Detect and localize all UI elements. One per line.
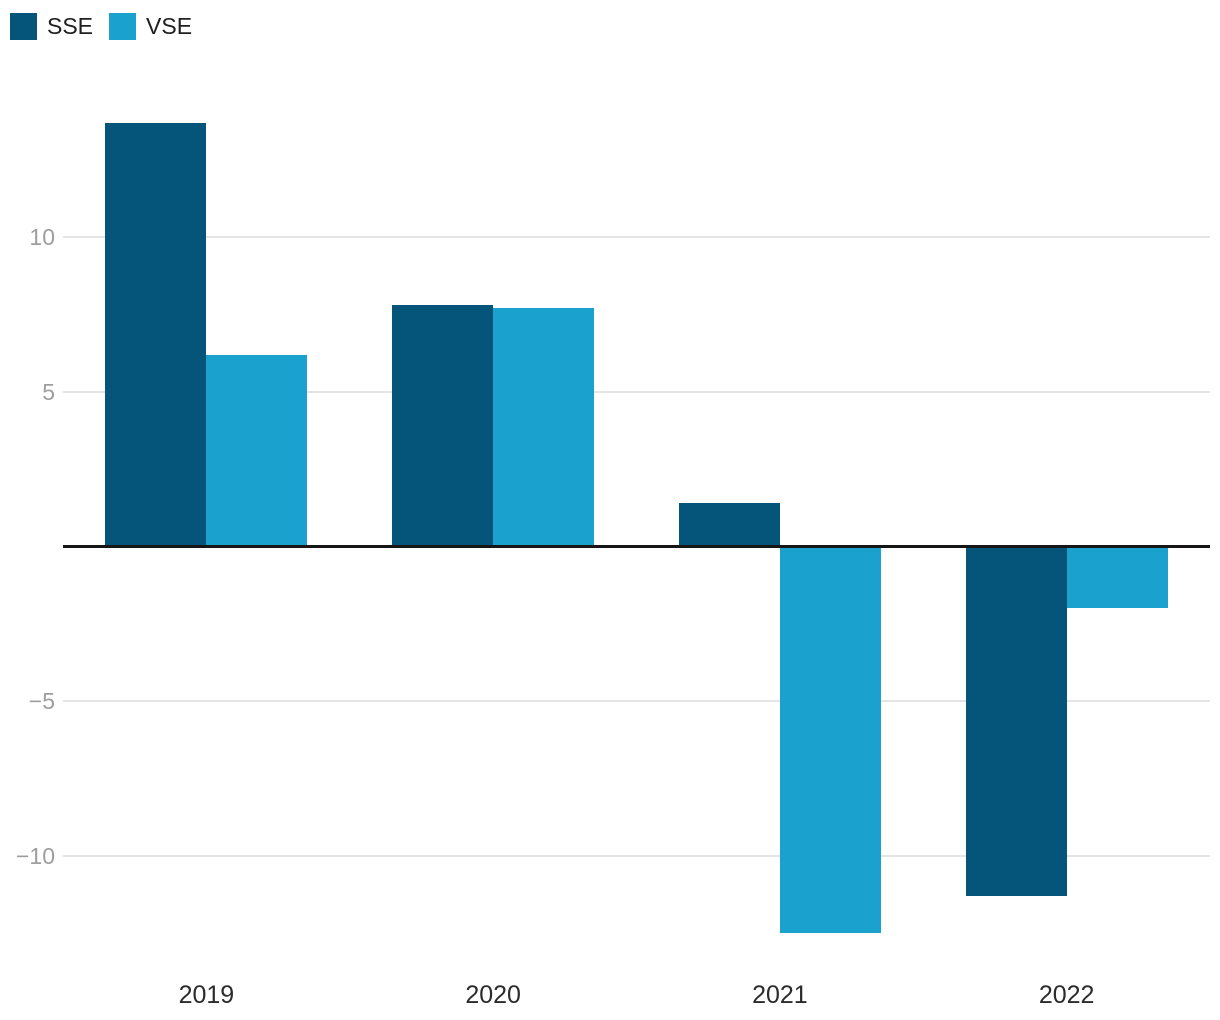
y-tick-label: 5 (42, 378, 55, 405)
gridline-10 (63, 236, 1210, 239)
bar-vse-2022 (1066, 546, 1168, 609)
y-tick-label: −5 (28, 688, 55, 715)
x-category-label: 2019 (178, 981, 235, 1009)
gridline-−5 (63, 700, 1210, 703)
gridline-−10 (63, 854, 1210, 857)
bar-vse-2020 (493, 308, 595, 547)
sse-swatch-icon (10, 12, 37, 40)
bar-vse-2021 (779, 546, 881, 934)
legend-label-sse: SSE (47, 12, 94, 39)
bar-sse-2021 (678, 503, 780, 547)
y-tick-label: 10 (29, 224, 55, 251)
zero-baseline (63, 545, 1210, 548)
legend-label-vse: VSE (146, 12, 193, 39)
bar-vse-2019 (206, 354, 308, 547)
x-category-label: 2020 (465, 981, 521, 1009)
x-category-label: 2022 (1038, 981, 1095, 1009)
legend-item-sse: SSE (10, 12, 94, 40)
bar-sse-2022 (965, 546, 1067, 897)
vse-swatch-icon (109, 12, 137, 40)
legend-item-vse: VSE (109, 12, 193, 40)
bar-sse-2020 (392, 305, 494, 547)
x-category-label: 2021 (752, 981, 808, 1009)
gridline-5 (63, 390, 1210, 393)
y-tick-label: −10 (15, 842, 55, 869)
bar-sse-2019 (105, 122, 207, 547)
legend: SSE VSE (10, 12, 208, 40)
